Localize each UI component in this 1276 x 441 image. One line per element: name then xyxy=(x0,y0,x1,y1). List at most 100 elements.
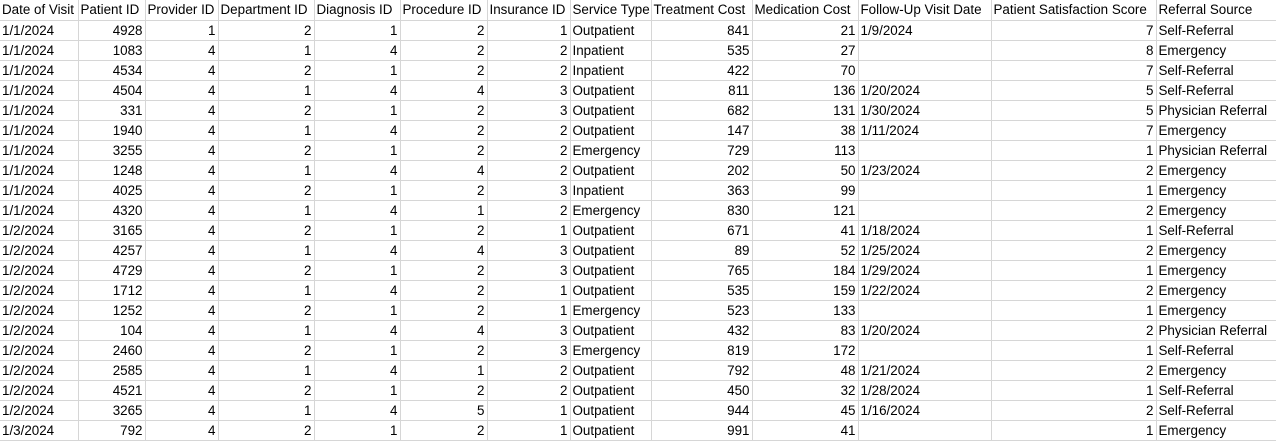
cell-treatment-cost[interactable]: 841 xyxy=(651,20,753,41)
cell-referral-source[interactable]: Self-Referral xyxy=(1156,80,1276,101)
cell-provider-id[interactable]: 4 xyxy=(145,60,219,81)
cell-patient-satisfaction-score[interactable]: 1 xyxy=(991,180,1157,201)
cell-procedure-id[interactable]: 2 xyxy=(400,260,488,281)
cell-follow-up-visit-date[interactable]: 1/30/2024 xyxy=(858,100,992,121)
cell-medication-cost[interactable]: 136 xyxy=(752,80,859,101)
cell-provider-id[interactable]: 4 xyxy=(145,300,219,321)
cell-procedure-id[interactable]: 4 xyxy=(400,80,488,101)
column-header-provider-id[interactable]: Provider ID xyxy=(145,0,219,21)
cell-service-type[interactable]: Emergency xyxy=(570,200,652,221)
column-header-date-of-visit[interactable]: Date of Visit xyxy=(0,0,79,21)
cell-treatment-cost[interactable]: 523 xyxy=(651,300,753,321)
cell-treatment-cost[interactable]: 682 xyxy=(651,100,753,121)
cell-diagnosis-id[interactable]: 1 xyxy=(314,340,401,361)
cell-patient-id[interactable]: 792 xyxy=(78,420,146,441)
cell-date-of-visit[interactable]: 1/1/2024 xyxy=(0,140,79,161)
cell-department-id[interactable]: 1 xyxy=(218,80,315,101)
cell-patient-id[interactable]: 4534 xyxy=(78,60,146,81)
cell-date-of-visit[interactable]: 1/2/2024 xyxy=(0,340,79,361)
cell-treatment-cost[interactable]: 432 xyxy=(651,320,753,341)
cell-follow-up-visit-date[interactable]: 1/20/2024 xyxy=(858,320,992,341)
cell-service-type[interactable]: Outpatient xyxy=(570,120,652,141)
cell-insurance-id[interactable]: 3 xyxy=(487,340,571,361)
column-header-department-id[interactable]: Department ID xyxy=(218,0,315,21)
cell-treatment-cost[interactable]: 89 xyxy=(651,240,753,261)
cell-follow-up-visit-date[interactable]: 1/9/2024 xyxy=(858,20,992,41)
cell-follow-up-visit-date[interactable] xyxy=(858,180,992,201)
cell-medication-cost[interactable]: 131 xyxy=(752,100,859,121)
cell-service-type[interactable]: Emergency xyxy=(570,140,652,161)
cell-insurance-id[interactable]: 1 xyxy=(487,300,571,321)
cell-provider-id[interactable]: 4 xyxy=(145,200,219,221)
cell-diagnosis-id[interactable]: 4 xyxy=(314,280,401,301)
cell-provider-id[interactable]: 4 xyxy=(145,120,219,141)
cell-patient-id[interactable]: 1248 xyxy=(78,160,146,181)
cell-treatment-cost[interactable]: 729 xyxy=(651,140,753,161)
cell-procedure-id[interactable]: 1 xyxy=(400,360,488,381)
cell-patient-satisfaction-score[interactable]: 1 xyxy=(991,260,1157,281)
cell-medication-cost[interactable]: 121 xyxy=(752,200,859,221)
cell-department-id[interactable]: 1 xyxy=(218,160,315,181)
cell-follow-up-visit-date[interactable]: 1/23/2024 xyxy=(858,160,992,181)
cell-diagnosis-id[interactable]: 1 xyxy=(314,20,401,41)
column-header-treatment-cost[interactable]: Treatment Cost xyxy=(651,0,753,21)
cell-service-type[interactable]: Outpatient xyxy=(570,20,652,41)
cell-patient-id[interactable]: 3265 xyxy=(78,400,146,421)
cell-insurance-id[interactable]: 3 xyxy=(487,240,571,261)
cell-service-type[interactable]: Emergency xyxy=(570,340,652,361)
cell-insurance-id[interactable]: 3 xyxy=(487,320,571,341)
cell-follow-up-visit-date[interactable] xyxy=(858,300,992,321)
cell-date-of-visit[interactable]: 1/3/2024 xyxy=(0,420,79,441)
cell-patient-satisfaction-score[interactable]: 7 xyxy=(991,60,1157,81)
cell-diagnosis-id[interactable]: 4 xyxy=(314,400,401,421)
cell-provider-id[interactable]: 4 xyxy=(145,180,219,201)
cell-department-id[interactable]: 2 xyxy=(218,100,315,121)
cell-date-of-visit[interactable]: 1/1/2024 xyxy=(0,80,79,101)
cell-follow-up-visit-date[interactable] xyxy=(858,420,992,441)
cell-patient-satisfaction-score[interactable]: 2 xyxy=(991,200,1157,221)
cell-medication-cost[interactable]: 159 xyxy=(752,280,859,301)
cell-provider-id[interactable]: 4 xyxy=(145,340,219,361)
cell-insurance-id[interactable]: 2 xyxy=(487,360,571,381)
cell-insurance-id[interactable]: 2 xyxy=(487,160,571,181)
cell-medication-cost[interactable]: 41 xyxy=(752,220,859,241)
cell-referral-source[interactable]: Emergency xyxy=(1156,360,1276,381)
cell-provider-id[interactable]: 4 xyxy=(145,160,219,181)
cell-procedure-id[interactable]: 2 xyxy=(400,420,488,441)
cell-patient-id[interactable]: 1940 xyxy=(78,120,146,141)
cell-service-type[interactable]: Outpatient xyxy=(570,420,652,441)
cell-provider-id[interactable]: 4 xyxy=(145,220,219,241)
cell-insurance-id[interactable]: 3 xyxy=(487,80,571,101)
cell-medication-cost[interactable]: 83 xyxy=(752,320,859,341)
cell-referral-source[interactable]: Emergency xyxy=(1156,180,1276,201)
cell-date-of-visit[interactable]: 1/1/2024 xyxy=(0,120,79,141)
cell-diagnosis-id[interactable]: 4 xyxy=(314,320,401,341)
cell-insurance-id[interactable]: 2 xyxy=(487,380,571,401)
cell-medication-cost[interactable]: 99 xyxy=(752,180,859,201)
cell-medication-cost[interactable]: 113 xyxy=(752,140,859,161)
cell-date-of-visit[interactable]: 1/1/2024 xyxy=(0,60,79,81)
cell-medication-cost[interactable]: 27 xyxy=(752,40,859,61)
cell-patient-id[interactable]: 4320 xyxy=(78,200,146,221)
cell-insurance-id[interactable]: 2 xyxy=(487,60,571,81)
cell-service-type[interactable]: Outpatient xyxy=(570,280,652,301)
cell-treatment-cost[interactable]: 147 xyxy=(651,120,753,141)
cell-service-type[interactable]: Outpatient xyxy=(570,160,652,181)
cell-date-of-visit[interactable]: 1/1/2024 xyxy=(0,180,79,201)
cell-treatment-cost[interactable]: 535 xyxy=(651,280,753,301)
cell-treatment-cost[interactable]: 765 xyxy=(651,260,753,281)
cell-patient-satisfaction-score[interactable]: 8 xyxy=(991,40,1157,61)
cell-patient-satisfaction-score[interactable]: 1 xyxy=(991,300,1157,321)
cell-date-of-visit[interactable]: 1/1/2024 xyxy=(0,100,79,121)
cell-patient-satisfaction-score[interactable]: 2 xyxy=(991,360,1157,381)
cell-insurance-id[interactable]: 2 xyxy=(487,200,571,221)
cell-patient-satisfaction-score[interactable]: 5 xyxy=(991,80,1157,101)
cell-follow-up-visit-date[interactable]: 1/18/2024 xyxy=(858,220,992,241)
cell-patient-id[interactable]: 4257 xyxy=(78,240,146,261)
cell-medication-cost[interactable]: 32 xyxy=(752,380,859,401)
cell-diagnosis-id[interactable]: 1 xyxy=(314,300,401,321)
cell-diagnosis-id[interactable]: 4 xyxy=(314,360,401,381)
cell-medication-cost[interactable]: 48 xyxy=(752,360,859,381)
cell-insurance-id[interactable]: 3 xyxy=(487,100,571,121)
cell-diagnosis-id[interactable]: 4 xyxy=(314,40,401,61)
